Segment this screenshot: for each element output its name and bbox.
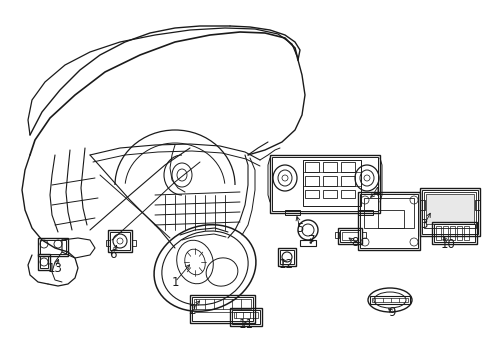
Text: 10: 10 xyxy=(440,238,454,251)
Bar xyxy=(341,232,357,240)
Bar xyxy=(433,224,474,242)
Bar xyxy=(435,226,440,240)
Text: 4: 4 xyxy=(371,185,379,198)
Bar xyxy=(305,176,318,186)
Text: 3: 3 xyxy=(420,219,427,231)
Bar xyxy=(334,232,338,238)
Bar xyxy=(442,226,447,240)
Bar xyxy=(419,200,424,210)
Bar xyxy=(234,312,258,318)
Bar xyxy=(340,162,354,172)
Bar xyxy=(280,250,293,264)
Bar xyxy=(323,162,336,172)
Bar xyxy=(192,297,252,321)
Bar xyxy=(271,157,377,211)
Bar xyxy=(299,240,315,246)
Bar xyxy=(38,254,50,270)
Bar xyxy=(278,248,295,266)
Text: 8: 8 xyxy=(350,235,358,248)
Bar xyxy=(38,238,68,256)
Bar xyxy=(377,210,403,228)
Bar xyxy=(431,222,476,244)
Bar xyxy=(40,240,66,254)
Bar xyxy=(340,176,354,186)
Bar xyxy=(106,240,110,246)
Bar xyxy=(357,210,372,215)
Text: 12: 12 xyxy=(278,257,293,270)
Text: 1: 1 xyxy=(171,275,179,288)
Bar xyxy=(323,176,336,186)
Bar xyxy=(190,295,254,323)
Bar xyxy=(369,296,409,304)
Bar xyxy=(359,194,417,248)
Bar xyxy=(110,232,130,250)
Bar xyxy=(269,155,379,213)
Text: 7: 7 xyxy=(307,234,315,247)
Bar xyxy=(371,298,407,302)
Bar xyxy=(229,308,262,326)
Text: 13: 13 xyxy=(47,261,62,274)
Text: 5: 5 xyxy=(296,221,303,234)
Bar xyxy=(108,230,132,252)
Bar xyxy=(340,190,354,198)
Text: 6: 6 xyxy=(109,248,117,261)
Bar xyxy=(363,198,413,228)
Bar xyxy=(361,232,365,238)
Bar xyxy=(357,192,419,250)
Bar xyxy=(456,226,461,240)
Bar xyxy=(419,188,479,236)
Bar xyxy=(425,194,473,224)
Bar xyxy=(285,210,299,215)
Bar xyxy=(449,226,454,240)
Bar xyxy=(303,160,360,206)
Bar xyxy=(305,162,318,172)
Bar xyxy=(474,200,479,210)
Bar xyxy=(194,299,250,309)
Bar xyxy=(423,192,475,228)
Bar xyxy=(463,226,468,240)
Bar xyxy=(323,190,336,198)
Bar xyxy=(303,172,360,186)
Bar xyxy=(337,228,361,244)
Bar xyxy=(231,310,260,324)
Text: 11: 11 xyxy=(238,319,253,332)
Text: 9: 9 xyxy=(387,306,395,319)
Bar xyxy=(132,240,136,246)
Text: 2: 2 xyxy=(188,303,195,316)
Bar xyxy=(305,190,318,198)
Bar xyxy=(339,230,359,242)
Bar xyxy=(40,256,48,268)
Bar xyxy=(421,190,477,234)
